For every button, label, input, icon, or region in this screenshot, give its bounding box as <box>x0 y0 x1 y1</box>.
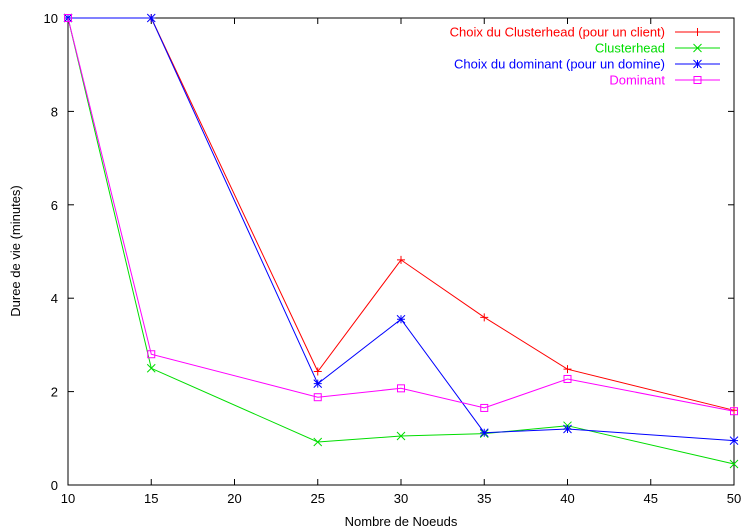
cross-marker <box>146 363 156 373</box>
star-marker <box>693 59 702 69</box>
square-marker <box>313 393 322 402</box>
y-axis-title: Duree de vie (minutes) <box>8 185 23 317</box>
square-marker <box>147 350 156 359</box>
square-marker <box>397 384 405 393</box>
y-tick-label: 8 <box>51 104 58 119</box>
x-tick-label: 15 <box>144 491 158 506</box>
y-tick-label: 10 <box>44 11 58 26</box>
series-layer <box>63 13 739 469</box>
y-tick-label: 0 <box>51 478 58 493</box>
x-tick-label: 50 <box>727 491 741 506</box>
x-tick-label: 10 <box>61 491 75 506</box>
x-axis-title: Nombre de Noeuds <box>345 514 458 529</box>
plus-marker <box>397 255 405 264</box>
star-marker <box>729 436 739 445</box>
plus-marker <box>693 28 702 36</box>
star-marker <box>479 428 489 438</box>
x-tick-label: 45 <box>644 491 658 506</box>
y-tick-label: 4 <box>51 291 58 306</box>
plot-frame <box>67 17 735 486</box>
x-tick-label: 30 <box>394 491 408 506</box>
legend-label: Dominant <box>609 73 665 88</box>
square-marker <box>563 374 572 383</box>
y-tick-label: 6 <box>51 198 58 213</box>
axis-ticks: 10 15 20 25 30 35 40 45 50 0 2 4 6 8 10 <box>44 11 742 506</box>
square-marker <box>693 76 702 84</box>
legend-label: Clusterhead <box>595 41 665 56</box>
y-tick-label: 2 <box>51 385 58 400</box>
series-line <box>67 17 735 412</box>
star-marker <box>146 13 156 23</box>
cross-marker <box>313 437 323 447</box>
square-marker <box>480 403 489 412</box>
x-tick-label: 20 <box>227 491 241 506</box>
star-marker <box>396 314 406 324</box>
square-marker <box>730 407 738 416</box>
star-marker <box>313 379 323 389</box>
legend-label: Choix du dominant (pour un domine) <box>454 57 665 72</box>
series-3 <box>63 13 739 445</box>
x-tick-label: 25 <box>311 491 325 506</box>
star-marker <box>563 424 572 434</box>
series-4 <box>64 14 738 416</box>
square-marker <box>64 14 72 22</box>
cross-marker <box>693 43 702 53</box>
x-tick-label: 35 <box>477 491 491 506</box>
legend: Choix du Clusterhead (pour un client)Clu… <box>450 25 720 88</box>
cross-marker <box>729 459 739 469</box>
legend-label: Choix du Clusterhead (pour un client) <box>450 25 665 40</box>
plus-marker <box>313 367 322 376</box>
legend-entry-4: Dominant <box>609 73 720 88</box>
x-tick-label: 40 <box>560 491 574 506</box>
legend-entry-3: Choix du dominant (pour un domine) <box>454 57 720 72</box>
legend-entry-1: Choix du Clusterhead (pour un client) <box>450 25 720 40</box>
plus-marker <box>563 365 572 374</box>
legend-entry-2: Clusterhead <box>595 41 720 56</box>
cross-marker <box>396 431 406 441</box>
plus-marker <box>480 313 489 322</box>
